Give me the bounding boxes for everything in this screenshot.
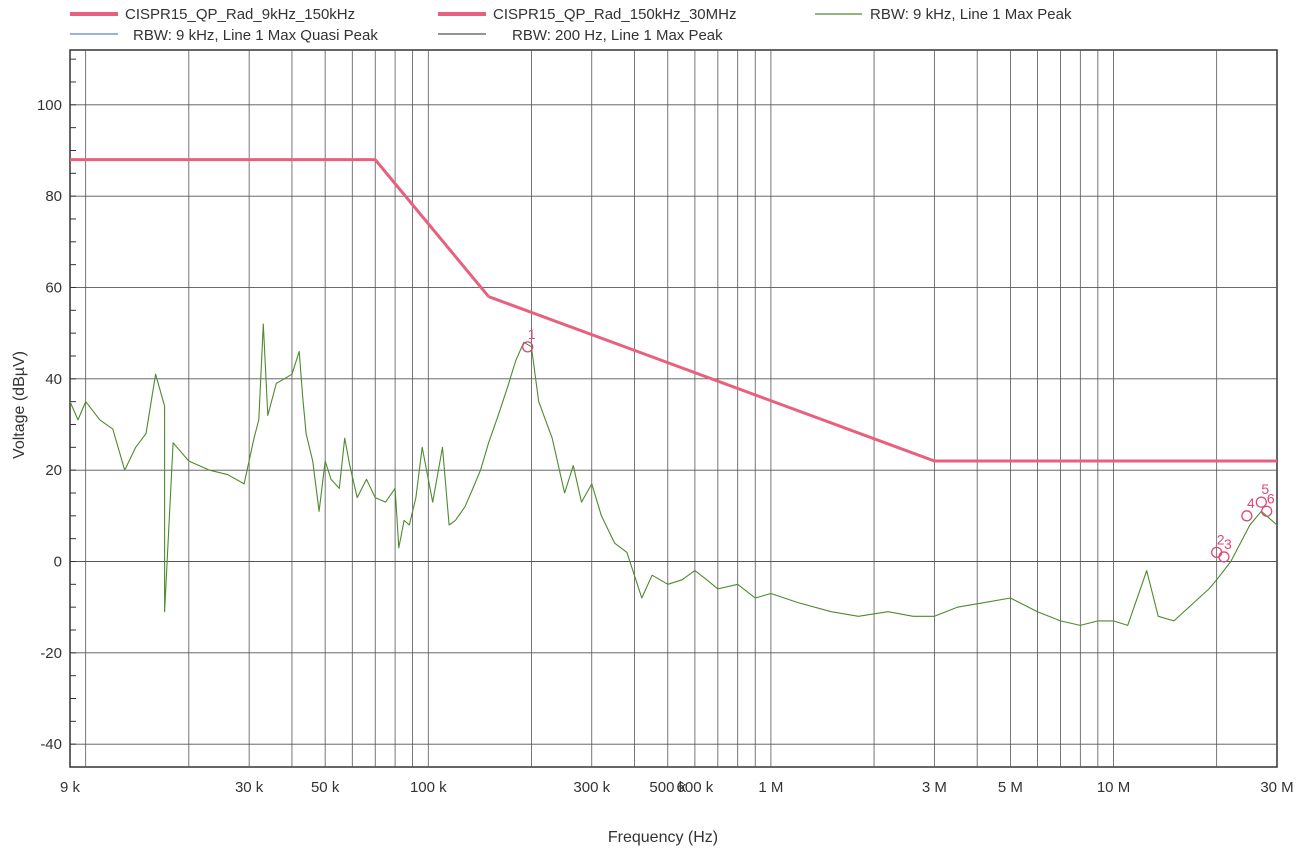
series-layer [69,158,1278,626]
x-tick-label: 9 k [60,779,81,796]
legend-item-max-peak-9k: RBW: 9 kHz, Line 1 Max Peak [815,6,1072,23]
marker-label: 3 [1224,536,1232,552]
marker-label: 1 [528,326,536,342]
legend-item-limit-9k-150k: CISPR15_QP_Rad_9kHz_150kHz [70,6,355,23]
measurement-trace [69,323,1278,626]
legend-item-limit-150k-30m: CISPR15_QP_Rad_150kHz_30MHz [438,6,736,23]
x-axis-title: Frequency (Hz) [608,829,718,846]
marker-circle [522,341,534,353]
legend-label: RBW: 200 Hz, Line 1 Max Peak [512,27,723,44]
y-axis-ticks: 100 80 60 40 20 0 -20 -40 [37,58,76,753]
limit-line [70,158,490,298]
y-tick-label: 40 [45,371,62,388]
plot-area [69,49,1278,768]
x-tick-label: 300 k [573,779,610,796]
y-tick-label: 20 [45,462,62,479]
x-tick-label: 1 M [758,779,783,796]
marker-label: 2 [1217,531,1225,547]
x-tick-label: 500 k [649,779,686,796]
x-tick-label: 5 M [998,779,1023,796]
grid-minor [85,50,1218,767]
legend-label: RBW: 9 kHz, Line 1 Max Quasi Peak [133,27,378,44]
x-tick-label: 100 k [410,779,447,796]
x-tick-label: 3 M [922,779,947,796]
y-axis-title: Voltage (dBµV) [11,351,28,459]
legend: CISPR15_QP_Rad_9kHz_150kHz CISPR15_QP_Ra… [70,6,1072,44]
marker-layer: 1 2 3 456 [522,326,1275,563]
marker-circle [1261,505,1273,517]
x-tick-label: 50 k [311,779,340,796]
x-tick-label: 10 M [1097,779,1130,796]
legend-label: CISPR15_QP_Rad_9kHz_150kHz [125,6,355,23]
y-tick-label: 80 [45,188,62,205]
y-tick-label: -20 [40,645,62,662]
marker-circle [1255,496,1267,508]
marker-label: 4 [1247,495,1255,511]
y-tick-label: 100 [37,97,62,114]
limit-line [488,295,1277,463]
marker-label: 5 [1261,481,1269,497]
x-tick-label: 30 k [235,779,264,796]
y-tick-label: 0 [54,553,62,570]
x-tick-label: 600 k [677,779,714,796]
legend-item-quasi-peak: RBW: 9 kHz, Line 1 Max Quasi Peak [70,27,378,44]
legend-item-max-peak-200hz: RBW: 200 Hz, Line 1 Max Peak [438,27,723,44]
marker-circle [1218,551,1230,563]
legend-label: RBW: 9 kHz, Line 1 Max Peak [870,6,1072,23]
y-tick-label: 60 [45,279,62,296]
grid-major [70,104,1277,745]
marker-circle [1241,510,1253,522]
legend-label: CISPR15_QP_Rad_150kHz_30MHz [493,6,736,23]
x-tick-label: 30 M [1260,779,1293,796]
y-tick-label: -40 [40,736,62,753]
marker-label: 6 [1267,490,1275,506]
